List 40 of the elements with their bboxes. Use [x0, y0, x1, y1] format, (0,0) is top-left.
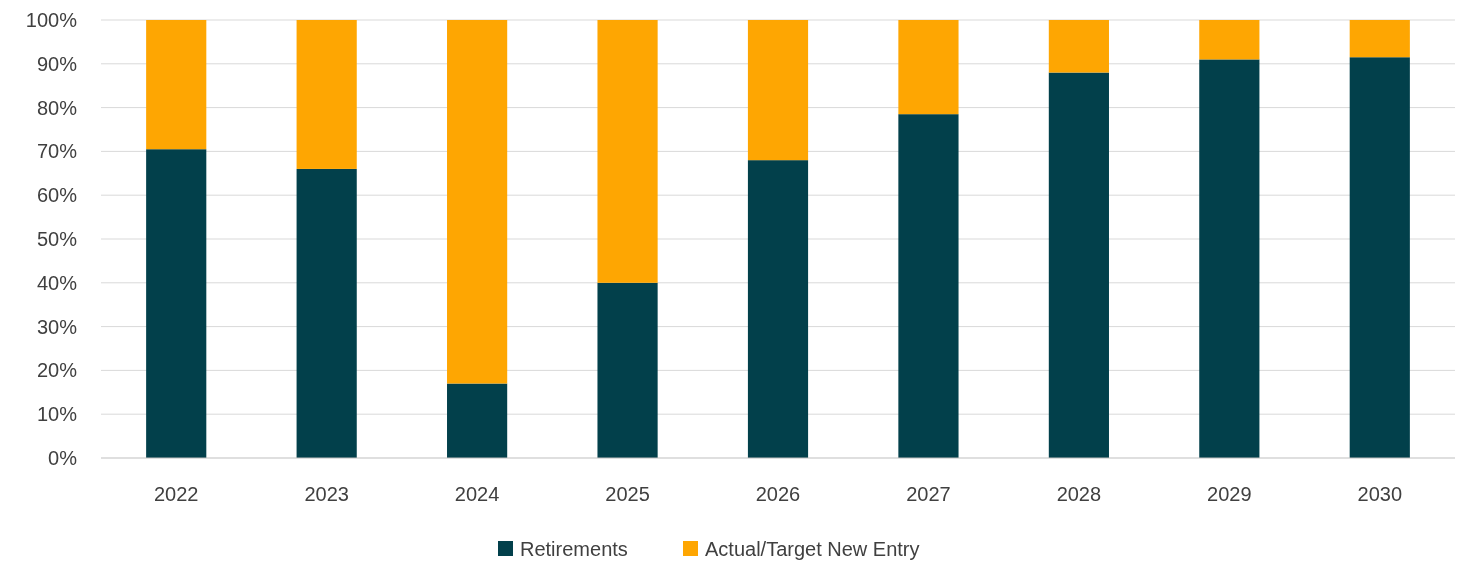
- x-tick-label: 2022: [153, 483, 199, 505]
- bar: [296, 168, 357, 458]
- bar: [1349, 20, 1410, 58]
- bar: [1048, 20, 1109, 73]
- bar: [146, 149, 207, 458]
- x-tick-label: 2028: [1056, 483, 1102, 505]
- bar: [597, 282, 658, 458]
- y-tick-label: 0%: [48, 447, 78, 469]
- bar: [747, 160, 809, 458]
- x-tick-label: 2026: [755, 483, 801, 505]
- y-tick-label: 40%: [36, 271, 78, 294]
- x-tick-label: 2025: [605, 483, 650, 505]
- bar: [296, 20, 357, 169]
- bar: [1349, 57, 1410, 458]
- bar: [597, 20, 658, 283]
- y-tick-label: 70%: [36, 140, 78, 163]
- bar: [898, 20, 959, 115]
- bar: [898, 114, 959, 458]
- x-tick-label: 2023: [304, 483, 349, 505]
- x-tick-label: 2027: [906, 483, 951, 505]
- y-tick-label: 10%: [36, 403, 78, 426]
- x-tick-label: 2024: [454, 483, 500, 505]
- bar: [747, 20, 809, 161]
- bar: [1199, 20, 1260, 60]
- y-tick-label: 60%: [36, 184, 78, 207]
- y-tick-label: 50%: [36, 228, 78, 250]
- legend-label: Retirements: [520, 538, 628, 560]
- bar: [447, 20, 508, 384]
- x-tick-label: 2029: [1207, 483, 1252, 505]
- y-tick-label: 80%: [36, 96, 78, 119]
- y-tick-label: 20%: [36, 359, 78, 382]
- bar: [1048, 72, 1109, 458]
- bar: [447, 383, 508, 458]
- x-tick-label: 2030: [1357, 483, 1403, 505]
- bar: [146, 20, 207, 150]
- y-tick-label: 30%: [36, 315, 78, 338]
- bar: [1199, 59, 1260, 458]
- y-tick-label: 90%: [36, 52, 78, 75]
- legend-label: Actual/Target New Entry: [705, 538, 920, 560]
- y-tick-label: 100%: [25, 9, 78, 31]
